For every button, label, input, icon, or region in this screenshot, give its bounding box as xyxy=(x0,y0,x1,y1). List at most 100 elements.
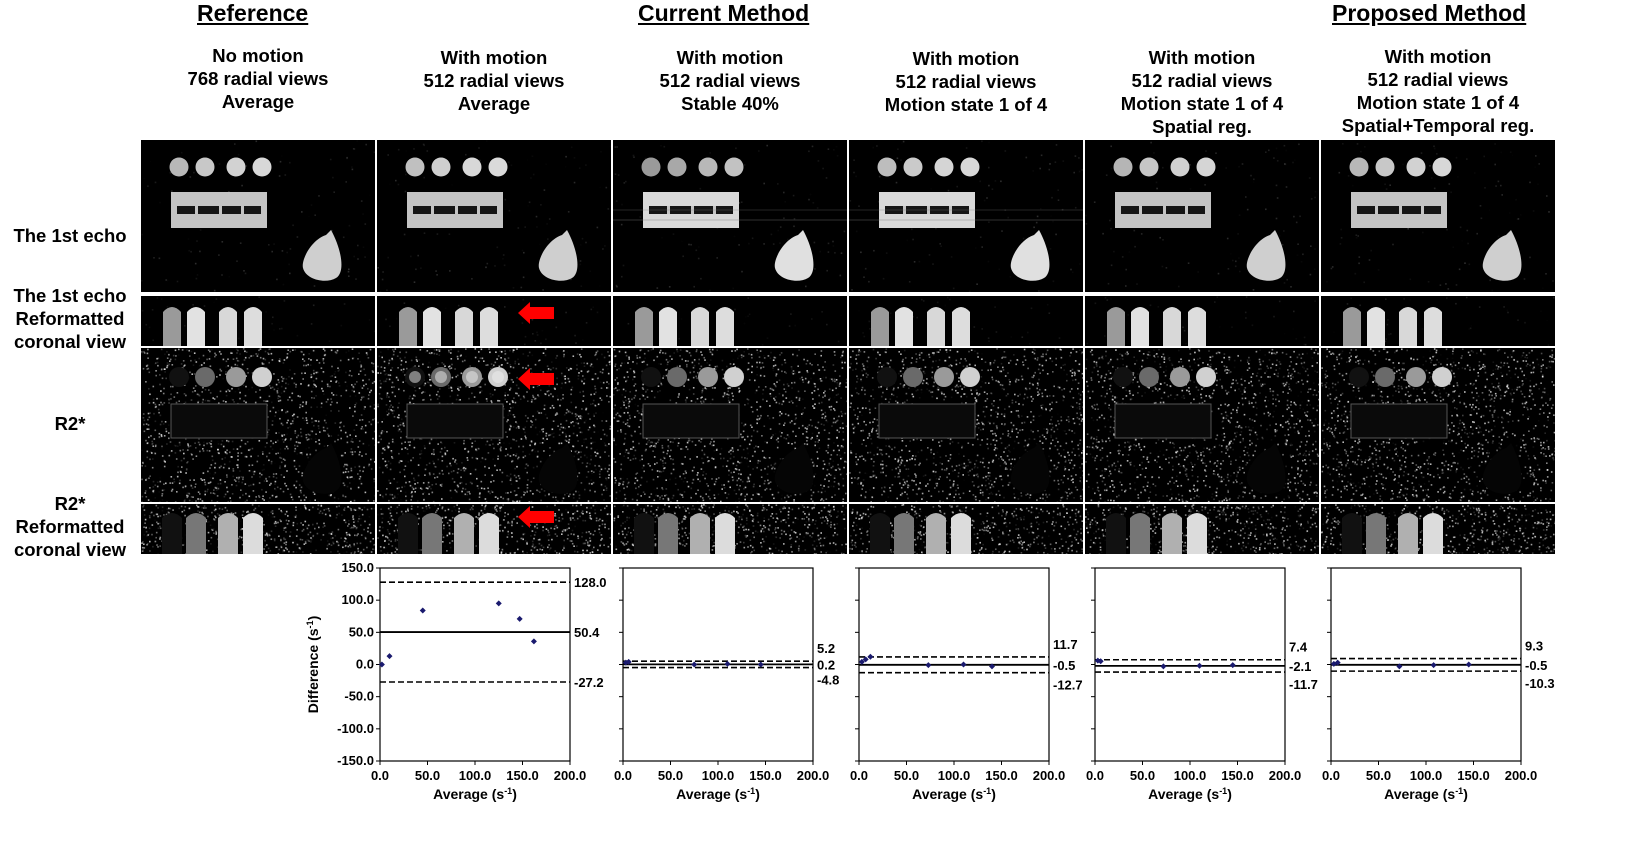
mean-value-label: -0.5 xyxy=(1525,658,1547,673)
y-tick-label: 0.0 xyxy=(356,657,374,672)
data-point xyxy=(691,661,698,668)
y-tick-label: -150.0 xyxy=(337,753,374,768)
upper-value-label: 11.7 xyxy=(1053,637,1078,652)
data-point xyxy=(867,653,874,660)
row-label-line: The 1st echo xyxy=(13,225,127,246)
x-tick-label: 200.0 xyxy=(1269,768,1302,783)
lower-value-label: -4.8 xyxy=(817,673,839,688)
column-header-line: With motion xyxy=(1148,47,1256,68)
column-header-6: With motion 512 radial views Motion state … xyxy=(1320,45,1556,137)
y-tick-label: 100.0 xyxy=(341,592,374,607)
lower-value-label: -11.7 xyxy=(1289,677,1318,692)
data-point xyxy=(1465,661,1472,668)
data-point xyxy=(1097,658,1104,665)
image-panel-echo1-col6 xyxy=(1321,140,1555,292)
column-header-line: Spatial reg. xyxy=(1152,116,1252,137)
column-header-line: Average xyxy=(221,91,295,112)
x-tick-label: 0.0 xyxy=(1086,768,1104,783)
column-header-line: With motion xyxy=(912,48,1020,69)
data-point xyxy=(625,658,632,665)
image-panel-echo1-coronal-col6 xyxy=(1321,296,1555,346)
y-tick-label: -100.0 xyxy=(337,721,374,736)
upper-value-label: 128.0 xyxy=(574,575,607,590)
x-tick-label: 0.0 xyxy=(371,768,389,783)
x-tick-label: 100.0 xyxy=(1174,768,1207,783)
x-tick-label: 50.0 xyxy=(1366,768,1391,783)
row-label-line: Reformatted xyxy=(15,308,125,329)
column-header-line: 512 radial views xyxy=(659,70,801,91)
column-header-line: Stable 40% xyxy=(681,93,779,114)
image-panel-r2star-coronal-col2 xyxy=(377,504,611,554)
y-tick-label: -50.0 xyxy=(344,689,374,704)
data-point xyxy=(862,656,869,663)
mean-value-label: 0.2 xyxy=(817,657,835,672)
row-label-line: R2* xyxy=(54,493,86,514)
data-point xyxy=(1229,662,1236,669)
lower-value-label: -10.3 xyxy=(1525,676,1555,691)
data-point xyxy=(1396,663,1403,670)
data-point xyxy=(960,661,967,668)
x-tick-label: 200.0 xyxy=(554,768,587,783)
x-tick-label: 150.0 xyxy=(985,768,1018,783)
plot-frame xyxy=(379,567,571,762)
row-label-line: Reformatted xyxy=(15,516,125,537)
image-panel-r2star-coronal-col6 xyxy=(1321,504,1555,554)
column-header-line: 768 radial views xyxy=(187,68,329,89)
x-tick-label: 200.0 xyxy=(797,768,830,783)
upper-value-label: 7.4 xyxy=(1289,640,1308,655)
image-panel-echo1-col3 xyxy=(613,140,847,292)
row-label-2: The 1st echo Reformatted coronal view xyxy=(0,284,140,353)
column-header-line: Spatial+Temporal reg. xyxy=(1341,115,1535,136)
y-axis-label: Difference (s-1) xyxy=(305,616,321,714)
column-header-line: 512 radial views xyxy=(1131,70,1273,91)
image-panel-r2star-coronal-col4 xyxy=(849,504,1083,554)
column-header-line: Motion state 1 of 4 xyxy=(1120,93,1284,114)
row-label-line: The 1st echo xyxy=(13,285,127,306)
column-header-line: Motion state 1 of 4 xyxy=(1356,92,1520,113)
row-label-line: coronal view xyxy=(13,539,127,560)
x-tick-label: 100.0 xyxy=(1410,768,1443,783)
x-tick-label: 150.0 xyxy=(506,768,539,783)
x-tick-label: 0.0 xyxy=(1322,768,1340,783)
image-panel-echo1-col2 xyxy=(377,140,611,292)
x-axis-label: Average (s-1) xyxy=(676,786,760,802)
x-axis-label: Average (s-1) xyxy=(1384,786,1468,802)
group-header-proposed-method: Proposed Method xyxy=(1332,0,1527,26)
x-tick-label: 50.0 xyxy=(894,768,919,783)
column-header-line: 512 radial views xyxy=(895,71,1037,92)
x-tick-label: 100.0 xyxy=(702,768,735,783)
column-header-4: With motion 512 radial views Motion state … xyxy=(848,47,1084,116)
bland-altman-plot-col2: 0.0 50.0 100.0 150.0 200.0 150.0 100.0 50.0 0.0-… xyxy=(300,558,620,816)
x-tick-label: 50.0 xyxy=(1130,768,1155,783)
mean-value-label: -2.1 xyxy=(1289,659,1311,674)
image-panel-r2star-coronal-col5 xyxy=(1085,504,1319,554)
data-point xyxy=(386,653,393,660)
row-label-1: The 1st echo xyxy=(0,224,140,247)
column-header-line: Average xyxy=(457,93,531,114)
bland-altman-plot-col6: 0.0 50.0 100.0 150.0 200.0 Average (s-1) 9.3 -0… xyxy=(1251,558,1571,816)
column-header-line: With motion xyxy=(676,47,784,68)
x-axis-label: Average (s-1) xyxy=(912,786,996,802)
column-header-5: With motion 512 radial views Motion state … xyxy=(1084,46,1320,138)
data-point xyxy=(989,663,995,670)
lower-value-label: -27.2 xyxy=(574,675,604,690)
x-tick-label: 100.0 xyxy=(459,768,492,783)
upper-value-label: 9.3 xyxy=(1525,639,1543,654)
mean-value-label: -0.5 xyxy=(1053,658,1075,673)
data-point xyxy=(757,661,764,668)
x-tick-label: 50.0 xyxy=(658,768,683,783)
image-panel-r2star-col4 xyxy=(849,348,1083,502)
bland-altman-plot-col5: 0.0 50.0 100.0 150.0 200.0 Average (s-1) 7.4 -2… xyxy=(1015,558,1335,816)
data-point xyxy=(724,660,731,667)
image-panel-r2star-coronal-col1 xyxy=(141,504,375,554)
image-panel-r2star-col6 xyxy=(1321,348,1555,502)
group-header-reference: Reference xyxy=(197,0,309,26)
image-panel-echo1-coronal-col1 xyxy=(141,296,375,346)
red-arrow-icon xyxy=(518,302,554,329)
x-axis-label: Average (s-1) xyxy=(1148,786,1232,802)
lower-value-label: -12.7 xyxy=(1053,678,1083,693)
y-tick-label: 150.0 xyxy=(341,560,374,575)
image-panel-r2star-col5 xyxy=(1085,348,1319,502)
column-header-line: 512 radial views xyxy=(423,70,565,91)
data-point xyxy=(858,658,865,665)
